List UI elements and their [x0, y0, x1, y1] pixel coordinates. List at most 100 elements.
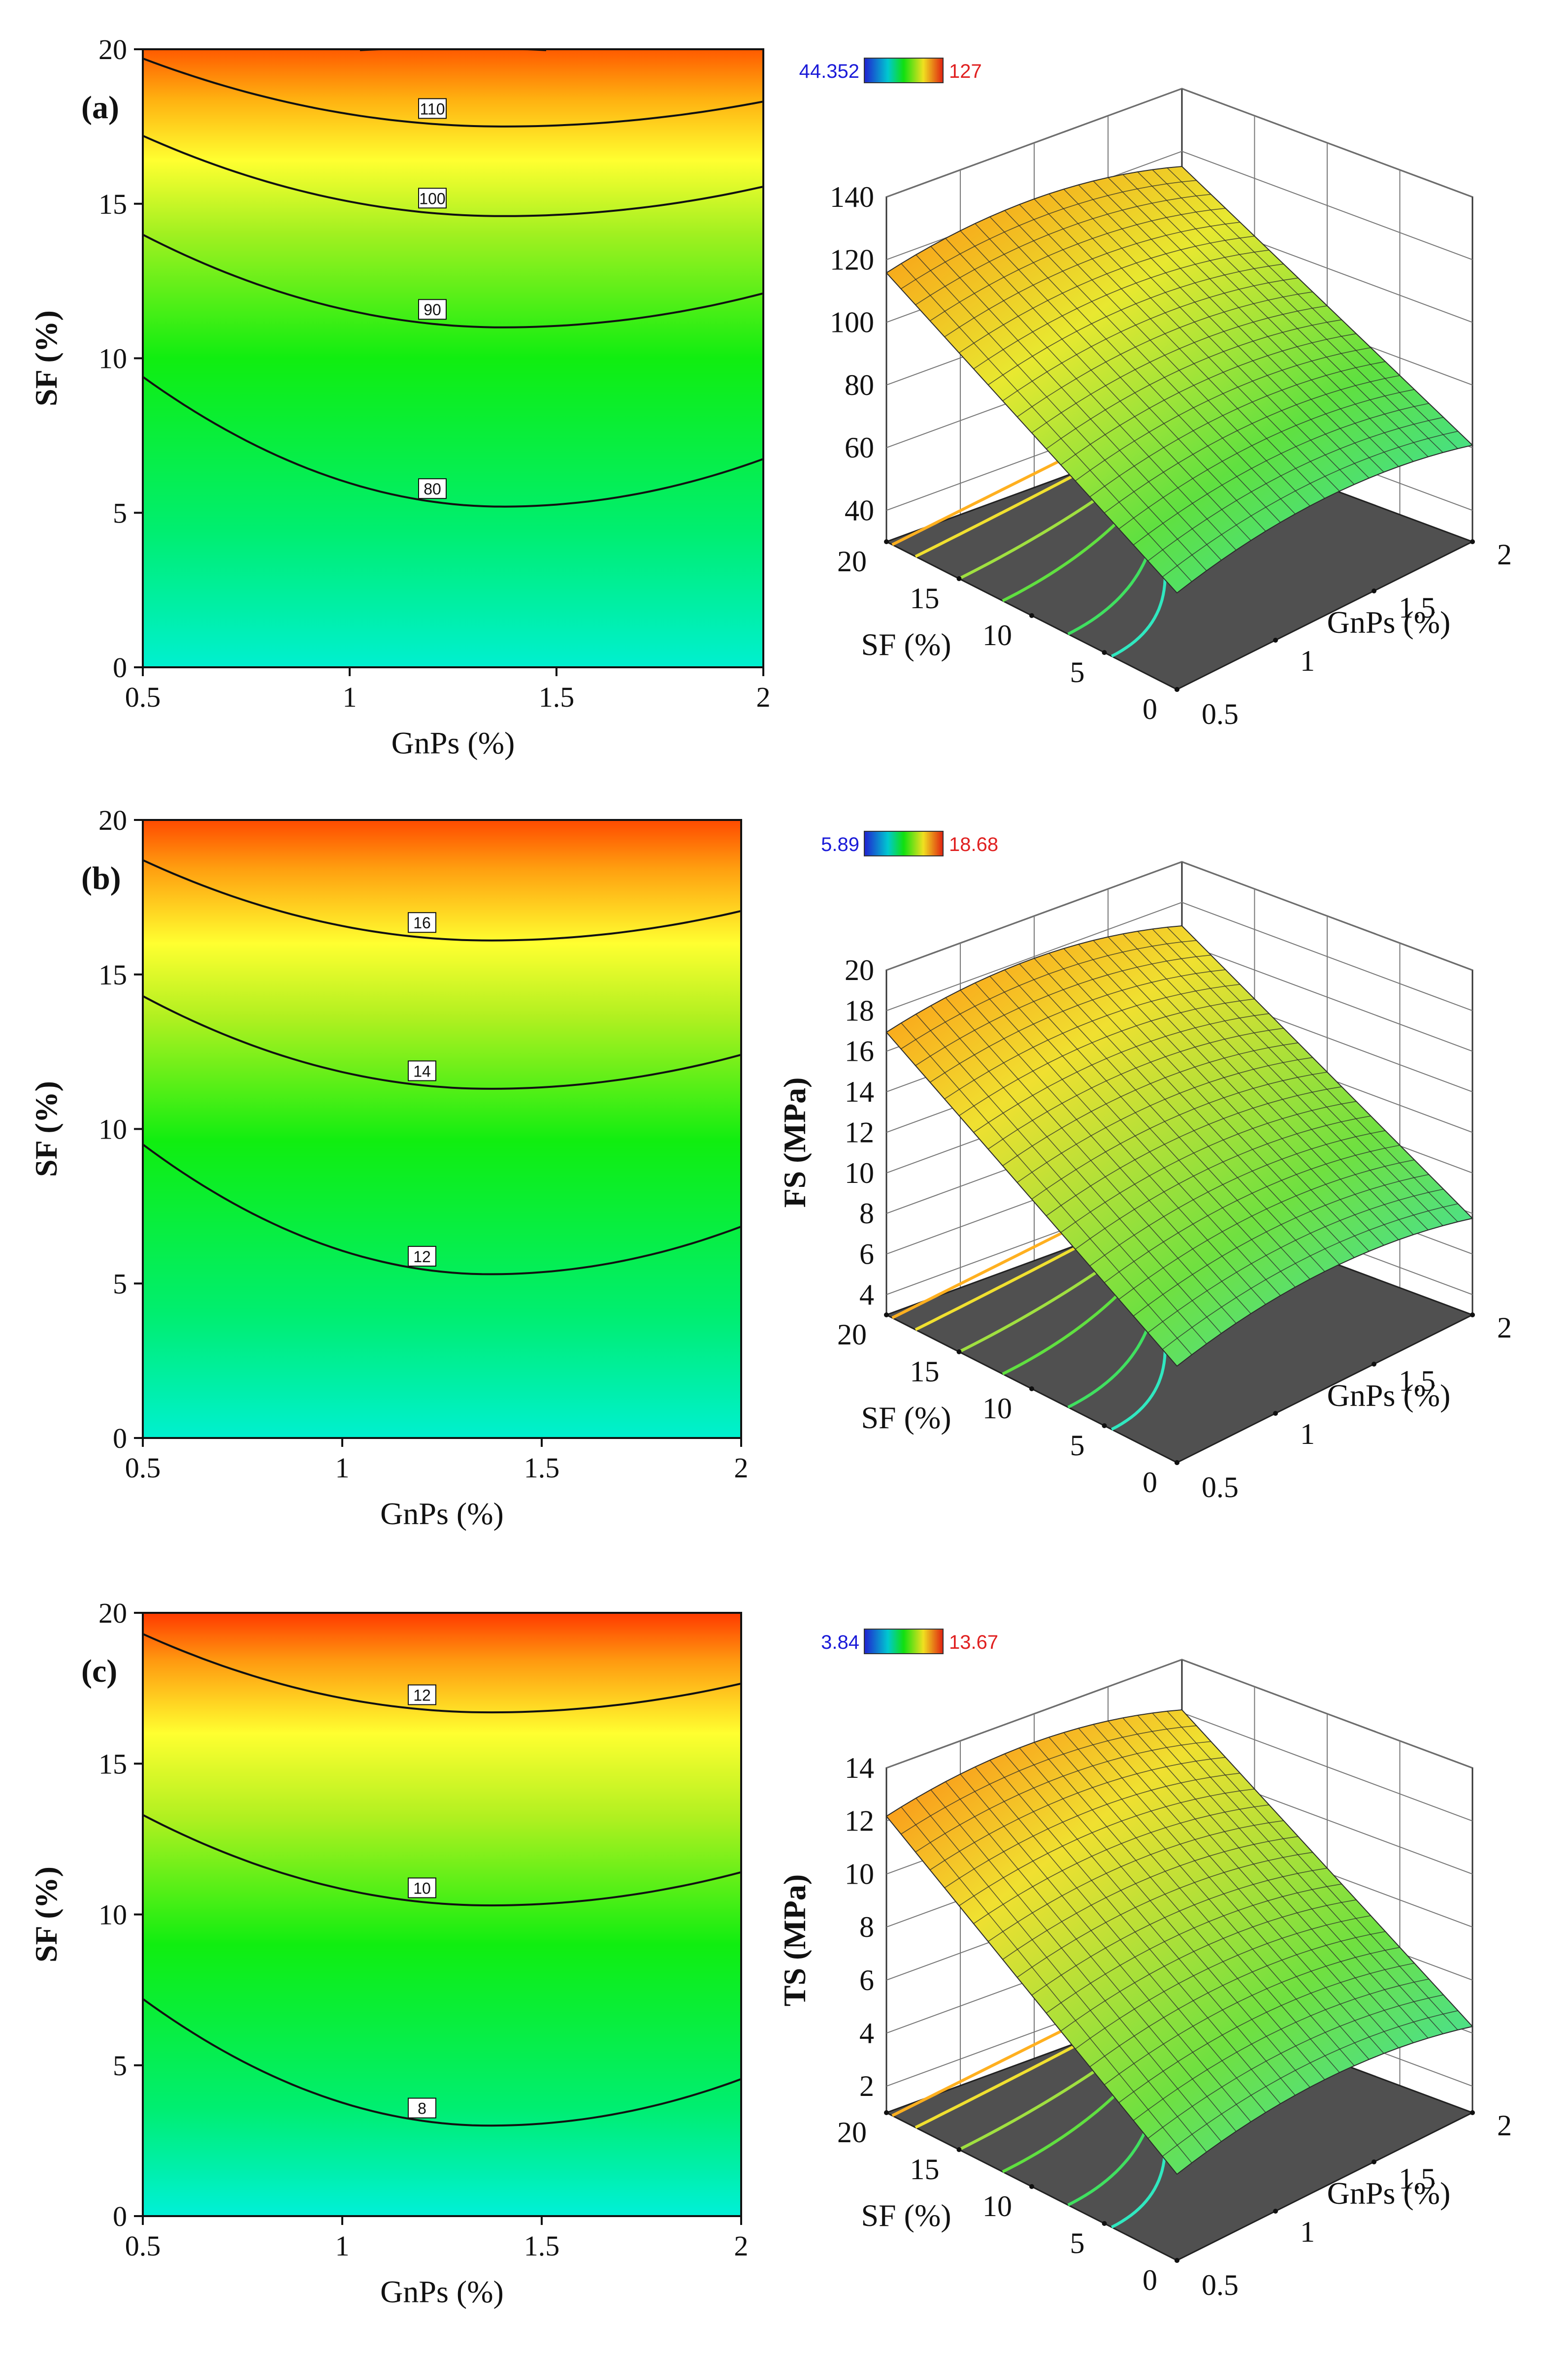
y3d-tick: [1102, 2221, 1107, 2226]
colorbar: [864, 1629, 944, 1654]
mesh-line: [1046, 319, 1342, 450]
mesh-line: [1133, 403, 1429, 546]
x3d-axis-label: GnPs (%): [1327, 605, 1451, 640]
z-tick-label: 16: [845, 1035, 874, 1068]
z-tick-label: 8: [859, 1197, 874, 1230]
y-tick-label: 20: [98, 1597, 127, 1629]
contour-line: [142, 995, 742, 1090]
y-tick-label: 15: [98, 1748, 127, 1780]
mesh-line: [944, 222, 1241, 337]
y-tick-label: 15: [98, 959, 127, 991]
y-tick-label: 5: [113, 1268, 127, 1300]
x3d-tick-label: 0.5: [1202, 698, 1239, 730]
contour-line: [142, 233, 764, 328]
contour-label-box: [408, 1877, 436, 1898]
y3d-tick-label: 0: [1143, 693, 1157, 725]
y3d-tick: [1029, 2184, 1034, 2189]
contour-line: [142, 1814, 742, 1907]
contour-label: 10: [413, 1879, 431, 1897]
y3d-tick-label: 20: [837, 2116, 867, 2149]
mesh-line: [1176, 1218, 1473, 1367]
mesh-line: [901, 940, 1197, 1049]
y3d-tick-label: 5: [1070, 2227, 1085, 2259]
contour-label: 16: [413, 914, 431, 932]
x3d-axis-label: GnPs (%): [1327, 2176, 1451, 2211]
colorbar-max-label: 127: [949, 61, 982, 82]
colorbar-min-label: 5.89: [821, 834, 859, 855]
mesh-line: [1133, 1174, 1429, 1316]
mesh-line: [988, 1028, 1284, 1149]
mesh-line: [1104, 375, 1400, 514]
mesh-line: [1031, 1072, 1328, 1200]
y3d-tick: [1175, 2258, 1179, 2263]
y-tick-label: 0: [113, 1422, 127, 1454]
mesh-line: [988, 1820, 1284, 1942]
x3d-tick-label: 2: [1497, 1311, 1512, 1344]
y3d-tick-label: 10: [982, 1392, 1012, 1425]
wall-grid: [886, 88, 1473, 197]
y3d-tick: [884, 539, 889, 544]
y3d-axis-label: SF (%): [861, 1400, 951, 1435]
y3d-tick-label: 20: [837, 1318, 867, 1351]
mesh-line: [1002, 1042, 1299, 1166]
x-tick-label: 2: [734, 1452, 749, 1484]
z-tick-label: 120: [830, 243, 874, 276]
z-tick-label: 14: [845, 1752, 874, 1784]
z-tick-label: 2: [859, 2070, 874, 2102]
z-tick-label: 18: [845, 994, 874, 1027]
mesh-line: [901, 180, 1197, 290]
y-axis-label: SF (%): [29, 310, 64, 406]
x-tick-label: 0.5: [125, 2230, 161, 2262]
mesh-line: [1075, 1115, 1371, 1250]
mesh-line: [1162, 430, 1458, 578]
mesh-line: [915, 194, 1211, 305]
contour-field: [143, 1613, 741, 2216]
mesh-line: [1075, 1915, 1371, 2050]
mesh-line: [1147, 1994, 1444, 2139]
x3d-tick: [1372, 1362, 1376, 1367]
contour-label-box: [418, 478, 447, 499]
y3d-tick: [884, 2110, 889, 2115]
panel-label: (c): [81, 1653, 117, 1689]
y3d-tick-label: 5: [1070, 656, 1085, 688]
x-tick-label: 1.5: [524, 1452, 560, 1484]
x3d-tick: [1470, 2110, 1475, 2115]
y3d-tick: [1029, 613, 1034, 618]
contour-label: 12: [413, 1248, 431, 1266]
contour-label: 110: [420, 100, 445, 118]
z-tick-label: 140: [830, 181, 874, 213]
x3d-tick-label: 0.5: [1202, 1471, 1239, 1503]
y-tick-label: 0: [113, 2200, 127, 2232]
x-tick-label: 0.5: [125, 681, 161, 713]
mesh-line: [1089, 1130, 1386, 1267]
z-axis-label: FS (MPa): [777, 1078, 812, 1208]
contour-line: [142, 1998, 742, 2127]
z-tick-label: 100: [830, 306, 874, 339]
mesh-line: [1118, 1962, 1415, 2103]
mesh-line: [1162, 1203, 1458, 1350]
y3d-tick: [956, 2147, 962, 2152]
x-tick-label: 1: [335, 1452, 350, 1484]
mesh-line: [886, 925, 1182, 1033]
contour-label-box: [408, 1060, 436, 1081]
x3d-tick-label: 2: [1497, 2109, 1512, 2142]
x-tick-label: 1.5: [524, 2230, 560, 2262]
y3d-tick: [1102, 1423, 1107, 1428]
y3d-tick: [956, 1349, 962, 1354]
x-tick-label: 0.5: [125, 1452, 161, 1484]
panel-label: (a): [81, 90, 119, 126]
y3d-tick-label: 20: [837, 545, 867, 578]
y3d-tick: [1175, 1460, 1179, 1465]
mesh-line: [1104, 1144, 1400, 1283]
mesh-line: [1162, 2010, 1458, 2157]
mesh-line: [930, 1757, 1226, 1870]
mesh-line: [1017, 291, 1313, 418]
x-tick-label: 2: [734, 2230, 749, 2262]
mesh-line: [1046, 1086, 1342, 1216]
mesh-line: [1133, 1978, 1429, 2121]
mesh-line: [959, 998, 1255, 1116]
colorbar-max-label: 13.67: [949, 1632, 998, 1653]
